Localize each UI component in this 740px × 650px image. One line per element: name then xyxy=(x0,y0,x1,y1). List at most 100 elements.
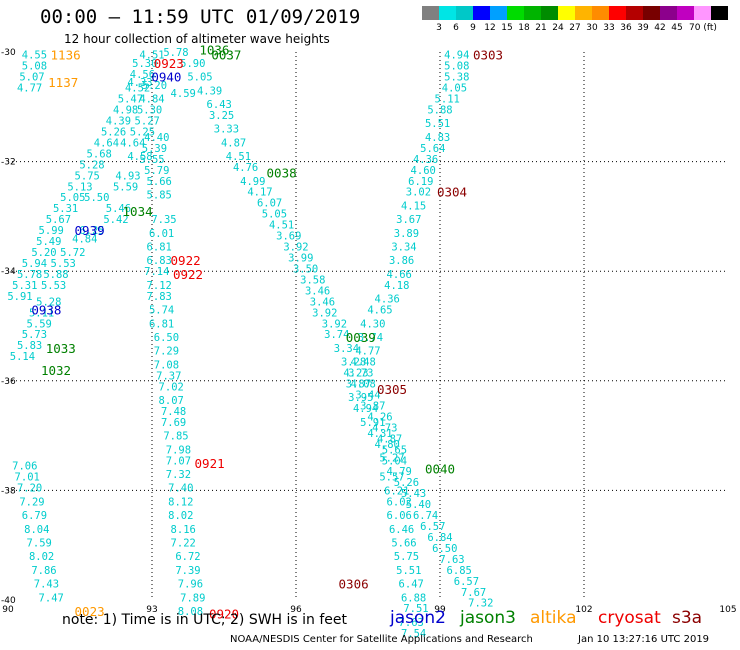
swh-value-label: 4.08 xyxy=(351,379,376,391)
swh-value-label: 6.43 xyxy=(207,99,232,111)
swh-value-label: 5.08 xyxy=(444,61,469,73)
swh-value-label: 3.92 xyxy=(322,318,347,330)
swh-value-label: 7.32 xyxy=(468,598,493,610)
color-scale-swatch xyxy=(677,6,694,20)
swh-value-label: 3.87 xyxy=(360,400,385,412)
swh-value-label: 8.02 xyxy=(168,510,193,522)
swh-value-label: 6.06 xyxy=(387,510,412,522)
swh-value-label: 4.51 xyxy=(269,220,294,232)
swh-value-label: 5.99 xyxy=(39,225,64,237)
swh-value-label: 5.79 xyxy=(144,165,169,177)
swh-value-label: 6.02 xyxy=(387,496,412,508)
map-title: 00:00 – 11:59 UTC 01/09/2019 xyxy=(40,6,361,28)
swh-value-label: 7.32 xyxy=(166,469,191,481)
swh-value-label: 6.84 xyxy=(427,532,452,544)
color-scale-swatch xyxy=(507,6,524,20)
swh-value-label: 4.33 xyxy=(127,77,152,89)
swh-value-label: 3.87 xyxy=(346,379,371,391)
swh-value-label: 3.34 xyxy=(334,343,359,355)
swh-value-label: 5.78 xyxy=(163,47,188,59)
swh-value-label: 5.30 xyxy=(137,105,162,117)
swh-value-label: 3.92 xyxy=(312,307,337,319)
map-subtitle: 12 hour collection of altimeter wave hei… xyxy=(64,32,330,46)
swh-value-label: 7.48 xyxy=(161,406,186,418)
color-scale-tick: 33 xyxy=(603,23,615,33)
swh-value-label: 4.64 xyxy=(94,137,119,149)
swh-value-label: 5.28 xyxy=(79,159,104,171)
swh-value-label: 3.92 xyxy=(283,242,308,254)
lat-tick-label: -38 xyxy=(1,486,16,496)
swh-value-label: 7.47 xyxy=(39,592,64,604)
pass-time-label: 0920 xyxy=(209,607,239,622)
swh-value-label: 5.25 xyxy=(130,126,155,138)
swh-value-label: 5.65 xyxy=(382,444,407,456)
color-scale-swatch xyxy=(626,6,643,20)
swh-value-label: 8.07 xyxy=(159,395,184,407)
swh-value-label: 3.74 xyxy=(358,332,383,344)
swh-value-label: 5.50 xyxy=(84,192,109,204)
swh-value-label: 5.64 xyxy=(420,143,445,155)
swh-value-label: 5.66 xyxy=(391,537,416,549)
color-scale-tick: 45 xyxy=(671,23,683,33)
color-scale-tick: 15 xyxy=(501,23,513,33)
swh-value-label: 7.67 xyxy=(461,587,486,599)
swh-value-label: 4.51 xyxy=(139,50,164,62)
swh-value-label: 5.04 xyxy=(382,455,407,467)
color-scale-swatch xyxy=(422,6,439,20)
swh-value-label: 3.46 xyxy=(310,296,335,308)
swh-value-label: 4.87 xyxy=(377,433,402,445)
swh-value-label: 4.77 xyxy=(17,83,42,95)
swh-value-label: 4.18 xyxy=(384,280,409,292)
swh-value-label: 6.46 xyxy=(389,524,414,536)
swh-value-label: 4.60 xyxy=(411,165,436,177)
swh-value-label: 5.05 xyxy=(187,72,212,84)
swh-value-label: 5.07 xyxy=(19,72,44,84)
pass-time-label: 0304 xyxy=(437,185,467,200)
color-scale-swatch xyxy=(524,6,541,20)
swh-value-label: 6.81 xyxy=(149,318,174,330)
swh-value-label: 5.11 xyxy=(435,94,460,106)
pass-time-label: 0921 xyxy=(195,456,225,471)
swh-value-label: 5.74 xyxy=(149,305,174,317)
swh-value-label: 7.54 xyxy=(401,628,426,640)
swh-value-label: 4.51 xyxy=(226,151,251,163)
legend-jason3: jason3 xyxy=(460,608,516,628)
color-scale-swatch xyxy=(711,6,728,20)
swh-value-label: 7.20 xyxy=(17,483,42,495)
swh-value-label: 3.46 xyxy=(305,285,330,297)
swh-value-label: 5.53 xyxy=(41,280,66,292)
lat-tick-label: -34 xyxy=(1,267,16,277)
swh-value-label: 5.14 xyxy=(10,351,35,363)
swh-value-label: 5.46 xyxy=(106,203,131,215)
swh-value-label: 4.80 xyxy=(375,439,400,451)
swh-value-label: 3.28 xyxy=(341,357,366,369)
swh-value-label: 5.85 xyxy=(147,189,172,201)
pass-time-label: 1034 xyxy=(123,204,153,219)
color-scale-swatch xyxy=(694,6,711,20)
swh-value-label: 7.98 xyxy=(166,444,191,456)
legend-jason2: jason2 xyxy=(390,608,446,628)
swh-value-label: 4.84 xyxy=(139,94,164,106)
swh-value-label: 7.14 xyxy=(144,266,169,278)
color-scale-swatch xyxy=(558,6,575,20)
swh-value-label: 7.51 xyxy=(403,603,428,615)
swh-value-label: 3.67 xyxy=(396,214,421,226)
swh-value-label: 5.75 xyxy=(75,170,100,182)
swh-value-label: 8.12 xyxy=(168,496,193,508)
lon-tick-label: 93 xyxy=(146,605,157,615)
pass-time-label: 0023 xyxy=(75,604,105,619)
pass-time-label: 0940 xyxy=(151,70,181,85)
swh-value-label: 4.15 xyxy=(401,200,426,212)
swh-value-label: 3.44 xyxy=(355,390,380,402)
swh-value-label: 5.47 xyxy=(118,94,143,106)
swh-value-label: 6.01 xyxy=(149,228,174,240)
swh-value-label: 4.39 xyxy=(197,85,222,97)
swh-value-label: 4.56 xyxy=(130,69,155,81)
pass-time-label: 0305 xyxy=(377,382,407,397)
swh-value-label: 5.91 xyxy=(7,291,32,303)
swh-value-label: 5.31 xyxy=(12,280,37,292)
swh-value-label: 3.69 xyxy=(276,231,301,243)
swh-value-label: 7.63 xyxy=(439,554,464,566)
swh-value-label: 4.39 xyxy=(106,116,131,128)
